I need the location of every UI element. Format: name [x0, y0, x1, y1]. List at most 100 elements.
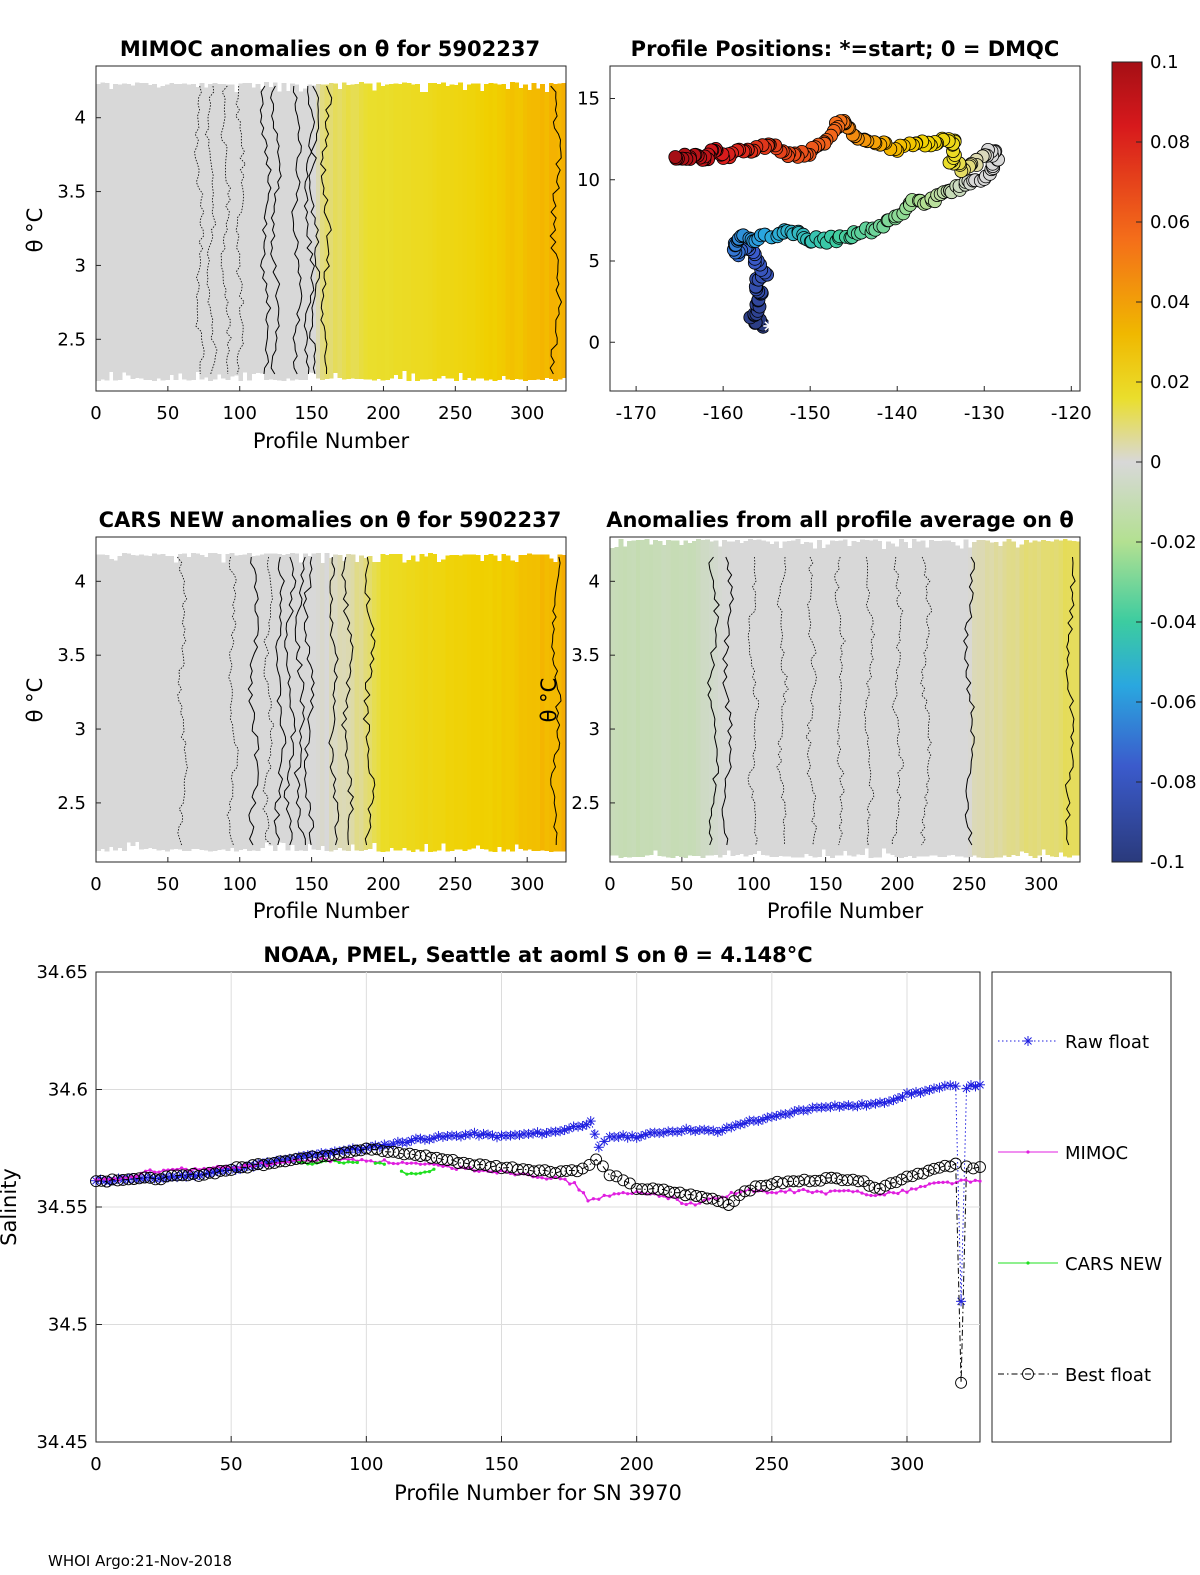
cars-xtick-label: 200: [366, 874, 400, 895]
raw-float-marker: [479, 1130, 488, 1138]
allavg-cell: [722, 540, 727, 856]
mimoc-xtick-label: 0: [90, 403, 101, 424]
mimoc-cell: [484, 84, 489, 381]
cars-cell: [389, 554, 395, 848]
mimoc-marker: [414, 1161, 418, 1165]
allavg-cell: [657, 541, 663, 856]
best-float-marker: [863, 1179, 876, 1192]
allavg-cell: [950, 542, 956, 856]
mimoc-marker: [968, 1180, 973, 1184]
cars-new-marker: [378, 1161, 382, 1165]
allavg-contour-line: [920, 556, 933, 846]
mimoc-contour-line: [259, 85, 272, 375]
allavg-panel: Anomalies from all profile average on θ …: [537, 508, 1081, 923]
mimoc-cell: [518, 88, 524, 380]
mimoc-cell: [160, 85, 166, 381]
best-float-marker: [922, 1164, 935, 1177]
mimoc-marker: [932, 1181, 936, 1185]
mimoc-marker: [684, 1202, 688, 1207]
raw-float-marker: [844, 1101, 853, 1110]
best-float-marker: [911, 1167, 924, 1180]
mimoc-marker: [810, 1190, 814, 1195]
mimoc-marker: [621, 1190, 625, 1195]
allavg-cell: [622, 546, 628, 858]
positions-ytick-label: 10: [577, 170, 600, 191]
raw-float-marker: [831, 1101, 839, 1110]
allavg-cell: [614, 547, 620, 856]
allavg-cell: [890, 543, 896, 855]
mimoc-marker: [441, 1164, 445, 1168]
cars-cell: [436, 562, 442, 851]
allavg-cell: [700, 540, 706, 858]
best-float-marker: [441, 1154, 454, 1167]
mimoc-marker: [779, 1189, 783, 1193]
mimoc-marker: [157, 1170, 161, 1174]
allavg-cell: [1058, 540, 1064, 853]
cars-cell: [320, 562, 326, 846]
positions-ytick-label: 5: [589, 251, 600, 272]
allavg-cell: [998, 545, 1003, 858]
cars-new-marker: [405, 1172, 409, 1176]
cars-cell: [259, 554, 265, 848]
best-float-marker: [208, 1167, 221, 1180]
mimoc-cell: [311, 85, 317, 374]
raw-float-marker: [452, 1131, 461, 1140]
cars-cell: [410, 555, 416, 852]
allavg-cell: [959, 548, 965, 857]
allavg-cell: [860, 539, 865, 856]
cars-cell: [535, 554, 541, 851]
raw-float-marker: [542, 1129, 551, 1137]
footer-stamp: WHOI Argo:21-Nov-2018: [48, 1552, 232, 1570]
allavg-title: Anomalies from all profile average on θ: [606, 508, 1074, 532]
mimoc-cell: [113, 84, 119, 381]
mimoc-cell: [458, 82, 464, 373]
mimoc-cell: [147, 84, 153, 380]
allavg-cell: [670, 540, 676, 858]
legend-marker: [1024, 1037, 1032, 1045]
mimoc-marker: [207, 1167, 211, 1171]
raw-float-marker: [619, 1131, 628, 1140]
allavg-cell: [683, 540, 689, 858]
best-float-marker: [852, 1175, 865, 1188]
allavg-cell: [963, 539, 969, 858]
allavg-cell: [924, 547, 930, 857]
mimoc-marker: [180, 1166, 184, 1170]
allavg-cell: [821, 547, 827, 850]
cars-ytick-label: 3: [75, 719, 86, 740]
best-float-marker: [154, 1173, 167, 1186]
mimoc-contour-line: [194, 85, 205, 375]
raw-float-marker: [416, 1134, 425, 1143]
mimoc-cell: [216, 83, 222, 375]
mimoc-marker: [391, 1161, 395, 1166]
best-float-marker: [590, 1153, 603, 1166]
cars-cell: [462, 554, 468, 851]
allavg-cell: [851, 541, 857, 857]
mimoc-marker: [806, 1189, 810, 1193]
colorbar-ticks: 0.1 0.08 0.06 0.04 0.02 0 -0.02 -0.04 -0.06 -0.08…: [1136, 52, 1197, 873]
allavg-cell: [1049, 541, 1055, 857]
cars-cell: [307, 555, 313, 844]
cars-cell: [484, 555, 489, 850]
allavg-heatmap: [610, 539, 1081, 858]
raw-float-marker: [951, 1082, 960, 1091]
mimoc-marker: [978, 1179, 982, 1183]
cars-cell: [415, 561, 420, 850]
mimoc-marker: [369, 1159, 373, 1163]
raw-float-marker: [529, 1129, 537, 1138]
cars-cell: [96, 554, 101, 852]
mimoc-marker: [243, 1163, 247, 1167]
mimoc-marker: [405, 1161, 409, 1166]
cars-cell: [441, 559, 446, 844]
best-float-marker: [967, 1162, 980, 1175]
cars-cell: [341, 560, 347, 851]
allavg-cell: [989, 542, 995, 858]
salinity-grid: [96, 972, 980, 1442]
mimoc-cell: [246, 82, 252, 381]
mimoc-cell: [190, 83, 196, 380]
allavg-cell: [1032, 540, 1038, 858]
cars-cell: [186, 557, 192, 852]
mimoc-cell: [298, 91, 304, 380]
cars-new-marker: [337, 1160, 341, 1165]
mimoc-cell: [540, 83, 545, 380]
mimoc-cell: [406, 82, 412, 382]
